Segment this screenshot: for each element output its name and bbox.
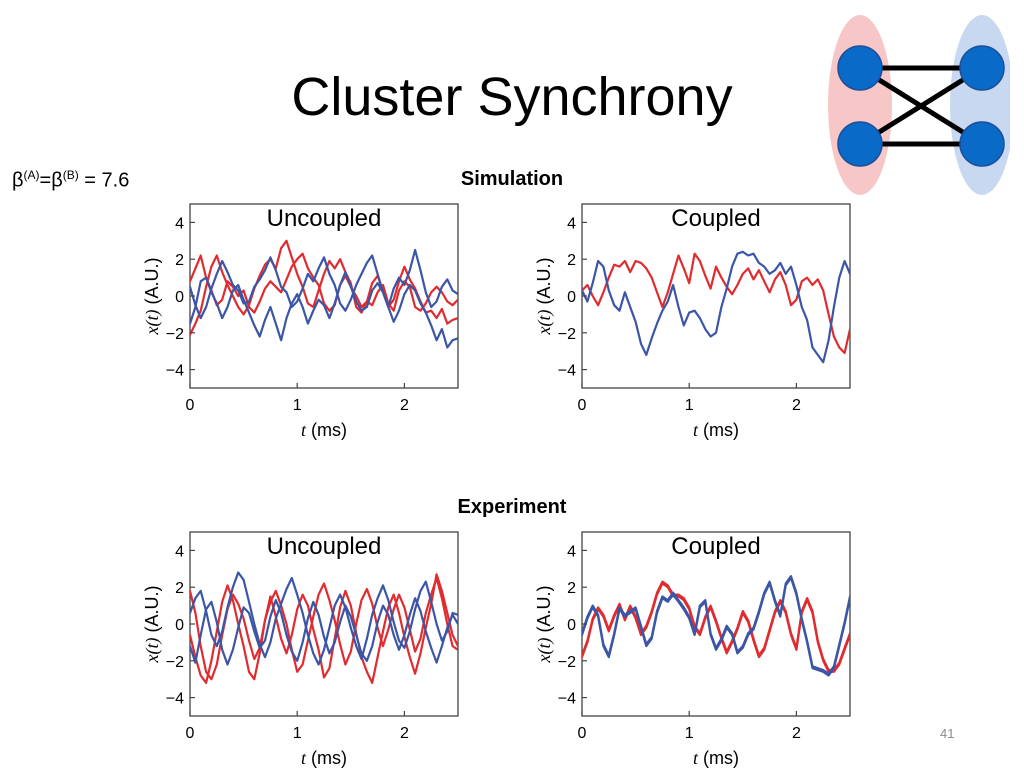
y-axis-var: x(t) bbox=[534, 638, 555, 664]
x-tick-label: 0 bbox=[578, 397, 587, 414]
chart-title: Uncoupled bbox=[267, 533, 382, 560]
slide-title: Cluster Synchrony bbox=[291, 67, 733, 127]
x-axis-var: t bbox=[301, 748, 307, 768]
x-tick-label: 2 bbox=[400, 725, 409, 742]
beta-equals: = bbox=[39, 169, 52, 192]
cluster-network-diagram bbox=[828, 15, 1010, 195]
x-axis-unit: (ms) bbox=[698, 748, 739, 768]
beta-superscript-b: (B) bbox=[62, 168, 79, 182]
chart-title: Coupled bbox=[671, 205, 760, 232]
y-axis-var: x(t) bbox=[142, 638, 163, 664]
y-tick-label: 4 bbox=[175, 215, 184, 232]
y-tick-label: −4 bbox=[166, 363, 184, 380]
x-axis-unit: (ms) bbox=[306, 748, 347, 768]
series-line-blue-3 bbox=[190, 571, 458, 666]
x-tick-label: 0 bbox=[186, 397, 195, 414]
page-number: 41 bbox=[940, 726, 955, 741]
series-group bbox=[582, 250, 850, 364]
simulation-heading: Simulation bbox=[460, 168, 564, 190]
x-tick-label: 2 bbox=[792, 725, 801, 742]
series-line-blue-4 bbox=[582, 575, 850, 675]
x-tick-label: 2 bbox=[400, 397, 409, 414]
y-axis-var: x(t) bbox=[534, 310, 555, 336]
series-line-red-1 bbox=[582, 252, 850, 355]
y-tick-label: 2 bbox=[567, 252, 576, 269]
beta-parameter-label: β(A)=β(B) = 7.6 bbox=[12, 168, 129, 193]
x-tick-label: 0 bbox=[578, 725, 587, 742]
y-tick-label: 0 bbox=[175, 617, 184, 634]
y-tick-label: 2 bbox=[175, 252, 184, 269]
y-tick-label: −2 bbox=[558, 326, 576, 343]
series-line-red-2 bbox=[190, 573, 458, 684]
x-tick-label: 1 bbox=[293, 725, 302, 742]
y-axis-unit: (A.U.) bbox=[534, 258, 554, 310]
series-line-blue-4 bbox=[190, 270, 458, 349]
y-axis-label: x(t) (A.U.) bbox=[534, 586, 555, 664]
cluster-b-region bbox=[950, 15, 1010, 195]
series-line-blue-4 bbox=[190, 597, 458, 666]
plot-frame bbox=[189, 531, 459, 717]
y-tick-label: 0 bbox=[175, 289, 184, 306]
series-line-red-1 bbox=[190, 576, 458, 681]
y-tick-label: 2 bbox=[175, 580, 184, 597]
y-axis-label: x(t) (A.U.) bbox=[142, 586, 163, 664]
node-a1 bbox=[837, 45, 883, 91]
node-b2 bbox=[959, 121, 1005, 167]
cluster-a-region bbox=[828, 15, 892, 195]
x-axis-label: t (ms) bbox=[693, 748, 739, 768]
y-tick-label: −4 bbox=[558, 363, 576, 380]
beta-superscript-a: (A) bbox=[23, 168, 40, 182]
y-axis-unit: (A.U.) bbox=[534, 586, 554, 638]
x-axis-var: t bbox=[693, 420, 699, 440]
x-axis-label: t (ms) bbox=[301, 748, 347, 768]
node-a2 bbox=[837, 121, 883, 167]
y-axis-unit: (A.U.) bbox=[142, 586, 162, 638]
x-axis-label: t (ms) bbox=[693, 420, 739, 440]
y-axis-label: x(t) (A.U.) bbox=[142, 258, 163, 336]
x-tick-label: 1 bbox=[293, 397, 302, 414]
series-group bbox=[582, 575, 850, 677]
experiment-heading: Experiment bbox=[457, 496, 567, 518]
x-tick-label: 0 bbox=[186, 725, 195, 742]
x-tick-label: 2 bbox=[792, 397, 801, 414]
y-tick-label: 2 bbox=[567, 580, 576, 597]
x-axis-var: t bbox=[301, 420, 307, 440]
y-tick-label: −4 bbox=[166, 691, 184, 708]
y-axis-unit: (A.U.) bbox=[142, 258, 162, 310]
node-b1 bbox=[959, 45, 1005, 91]
x-axis-var: t bbox=[693, 748, 699, 768]
series-line-blue-2 bbox=[582, 250, 850, 364]
y-tick-label: −2 bbox=[166, 654, 184, 671]
chart-title: Coupled bbox=[671, 533, 760, 560]
edge-a2-b1 bbox=[858, 65, 984, 147]
y-tick-label: −2 bbox=[166, 326, 184, 343]
chart-title: Uncoupled bbox=[267, 205, 382, 232]
beta-value: = 7.6 bbox=[78, 169, 130, 192]
beta-symbol-a: β bbox=[12, 169, 24, 192]
series-line-red-2 bbox=[190, 239, 458, 336]
y-tick-label: 4 bbox=[175, 543, 184, 560]
series-group bbox=[190, 571, 458, 684]
x-tick-label: 1 bbox=[685, 397, 694, 414]
y-axis-label: x(t) (A.U.) bbox=[534, 258, 555, 336]
series-line-blue-3 bbox=[190, 248, 458, 320]
y-tick-label: 0 bbox=[567, 617, 576, 634]
x-axis-label: t (ms) bbox=[301, 420, 347, 440]
series-group bbox=[190, 239, 458, 349]
x-tick-label: 1 bbox=[685, 725, 694, 742]
y-tick-label: 4 bbox=[567, 543, 576, 560]
x-axis-unit: (ms) bbox=[698, 420, 739, 440]
x-axis-unit: (ms) bbox=[306, 420, 347, 440]
y-tick-label: 0 bbox=[567, 289, 576, 306]
y-tick-label: −2 bbox=[558, 654, 576, 671]
y-axis-var: x(t) bbox=[142, 310, 163, 336]
y-tick-label: 4 bbox=[567, 215, 576, 232]
y-tick-label: −4 bbox=[558, 691, 576, 708]
beta-symbol-b: β bbox=[51, 169, 63, 192]
